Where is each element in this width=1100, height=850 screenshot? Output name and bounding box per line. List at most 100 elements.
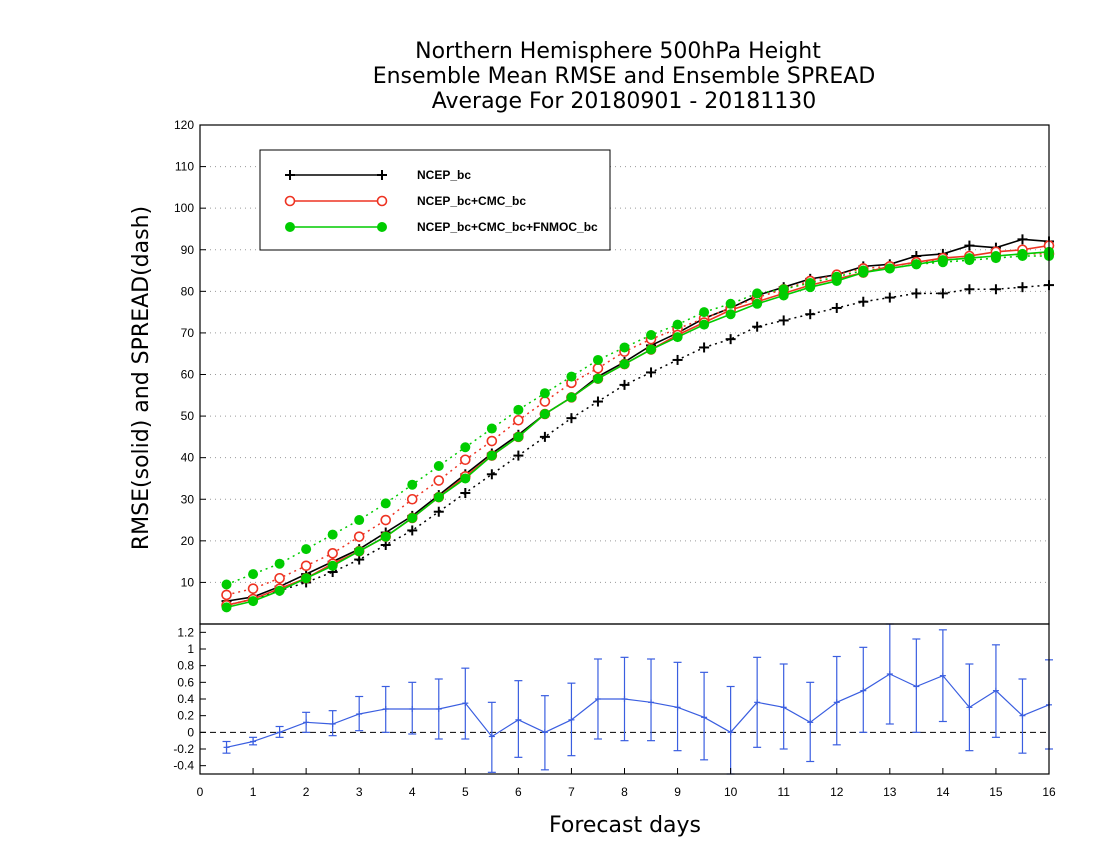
difference-point bbox=[833, 699, 840, 706]
rmse-point bbox=[646, 344, 657, 355]
rmse-point bbox=[513, 431, 524, 442]
legend: NCEP_bc NCEP_bc+CMC_bc NCEP_bc+CMC_bc+FNMO… bbox=[259, 149, 611, 251]
rmse-point bbox=[407, 512, 418, 523]
spread-point bbox=[274, 558, 285, 569]
difference-point bbox=[913, 683, 920, 690]
spread-point bbox=[725, 334, 736, 345]
spread-point bbox=[592, 362, 604, 374]
legend-label: NCEP_bc bbox=[417, 168, 471, 182]
rmse-point bbox=[380, 531, 391, 542]
spread-point bbox=[300, 560, 312, 572]
spread-point bbox=[406, 493, 418, 505]
spread-point bbox=[407, 479, 418, 490]
difference-point bbox=[754, 699, 761, 706]
spread-point bbox=[1017, 282, 1028, 293]
difference-point bbox=[807, 719, 814, 726]
difference-point bbox=[462, 700, 469, 707]
rmse-point bbox=[327, 560, 338, 571]
bottom-series-group bbox=[222, 623, 1053, 775]
spread-point bbox=[592, 354, 603, 365]
spread-point bbox=[539, 388, 550, 399]
x-tick-label: 13 bbox=[883, 785, 897, 799]
spread-point bbox=[699, 307, 710, 318]
legend-marker bbox=[377, 170, 387, 180]
rmse-point bbox=[1017, 248, 1028, 259]
spread-point bbox=[619, 342, 630, 353]
difference-point bbox=[223, 744, 230, 751]
y-axis-label: RMSE(solid) and SPREAD(dash) bbox=[129, 206, 154, 550]
bottom-y-tick-label: -0.2 bbox=[173, 742, 194, 756]
spread-point bbox=[327, 548, 338, 559]
spread-point bbox=[354, 515, 365, 526]
rmse-line bbox=[226, 238, 1050, 602]
bottom-y-tick-label: 1 bbox=[187, 642, 194, 656]
x-tick-label: 7 bbox=[568, 785, 575, 799]
spread-point bbox=[619, 379, 630, 390]
x-ticks: 0 1 2 3 4 5 6 7 8 9 10 11 12 13 14 15 16 bbox=[197, 768, 1056, 799]
rmse-point bbox=[778, 290, 789, 301]
difference-point bbox=[992, 687, 999, 694]
spread-line bbox=[226, 284, 1050, 607]
x-tick-label: 4 bbox=[409, 785, 416, 799]
spread-point bbox=[486, 423, 497, 434]
difference-point bbox=[701, 714, 708, 721]
difference-point bbox=[594, 696, 601, 702]
x-tick-label: 6 bbox=[515, 785, 522, 799]
legend-label: NCEP_bc+CMC_bc+FNMOC_bc bbox=[417, 220, 598, 234]
rmse-line bbox=[226, 244, 1050, 607]
spread-point bbox=[858, 296, 869, 307]
top-y-tick-label: 20 bbox=[181, 534, 195, 548]
x-tick-label: 5 bbox=[462, 785, 469, 799]
top-y-ticks: 10 20 30 40 50 60 70 80 90 100 110 120 bbox=[174, 118, 206, 589]
spread-point bbox=[274, 572, 285, 584]
x-tick-label: 1 bbox=[250, 785, 257, 799]
rmse-point bbox=[301, 573, 312, 584]
rmse-point bbox=[699, 319, 710, 330]
spread-point bbox=[327, 529, 338, 540]
spread-line bbox=[226, 253, 1049, 596]
rmse-point bbox=[486, 450, 497, 461]
rmse-point bbox=[221, 602, 232, 613]
top-y-tick-label: 50 bbox=[181, 409, 195, 423]
spread-point bbox=[248, 569, 259, 580]
spread-point bbox=[964, 284, 975, 295]
x-axis-label: Forecast days bbox=[549, 813, 701, 838]
spread-point bbox=[221, 579, 232, 590]
spread-point bbox=[513, 404, 524, 415]
spread-point bbox=[221, 589, 232, 601]
difference-point bbox=[382, 706, 389, 712]
x-tick-label: 16 bbox=[1042, 785, 1056, 799]
x-tick-label: 11 bbox=[777, 785, 790, 799]
legend-marker bbox=[285, 170, 295, 180]
x-tick-label: 10 bbox=[724, 785, 738, 799]
spread-point bbox=[937, 288, 948, 299]
rmse-spread-panel: 10 20 30 40 50 60 70 80 90 100 110 120 bbox=[174, 118, 1055, 625]
spread-point bbox=[672, 319, 683, 330]
difference-point bbox=[250, 738, 257, 745]
difference-point bbox=[860, 687, 867, 694]
difference-point bbox=[303, 719, 310, 726]
difference-point bbox=[648, 699, 655, 706]
rmse-point bbox=[858, 267, 869, 278]
spread-point bbox=[460, 488, 471, 499]
rmse-point bbox=[725, 309, 736, 320]
spread-point bbox=[911, 288, 922, 299]
bottom-y-ticks: -0.4 -0.2 0 0.2 0.4 0.6 0.8 1 1.2 bbox=[173, 625, 206, 773]
spread-point bbox=[752, 288, 763, 299]
x-tick-label: 14 bbox=[936, 785, 950, 799]
rmse-point bbox=[831, 275, 842, 286]
spread-point bbox=[301, 544, 312, 555]
rmse-point bbox=[990, 250, 1001, 261]
legend-label: NCEP_bc+CMC_bc bbox=[417, 194, 526, 208]
top-series-group bbox=[221, 234, 1055, 613]
bottom-y-tick-label: -0.4 bbox=[173, 759, 194, 773]
x-tick-label: 8 bbox=[621, 785, 628, 799]
rmse-point bbox=[911, 259, 922, 270]
rmse-point bbox=[964, 240, 975, 251]
x-tick-label: 2 bbox=[303, 785, 310, 799]
legend-marker bbox=[376, 195, 388, 207]
bottom-y-tick-label: 0 bbox=[187, 725, 194, 739]
difference-point bbox=[276, 729, 283, 736]
difference-point bbox=[727, 729, 734, 736]
